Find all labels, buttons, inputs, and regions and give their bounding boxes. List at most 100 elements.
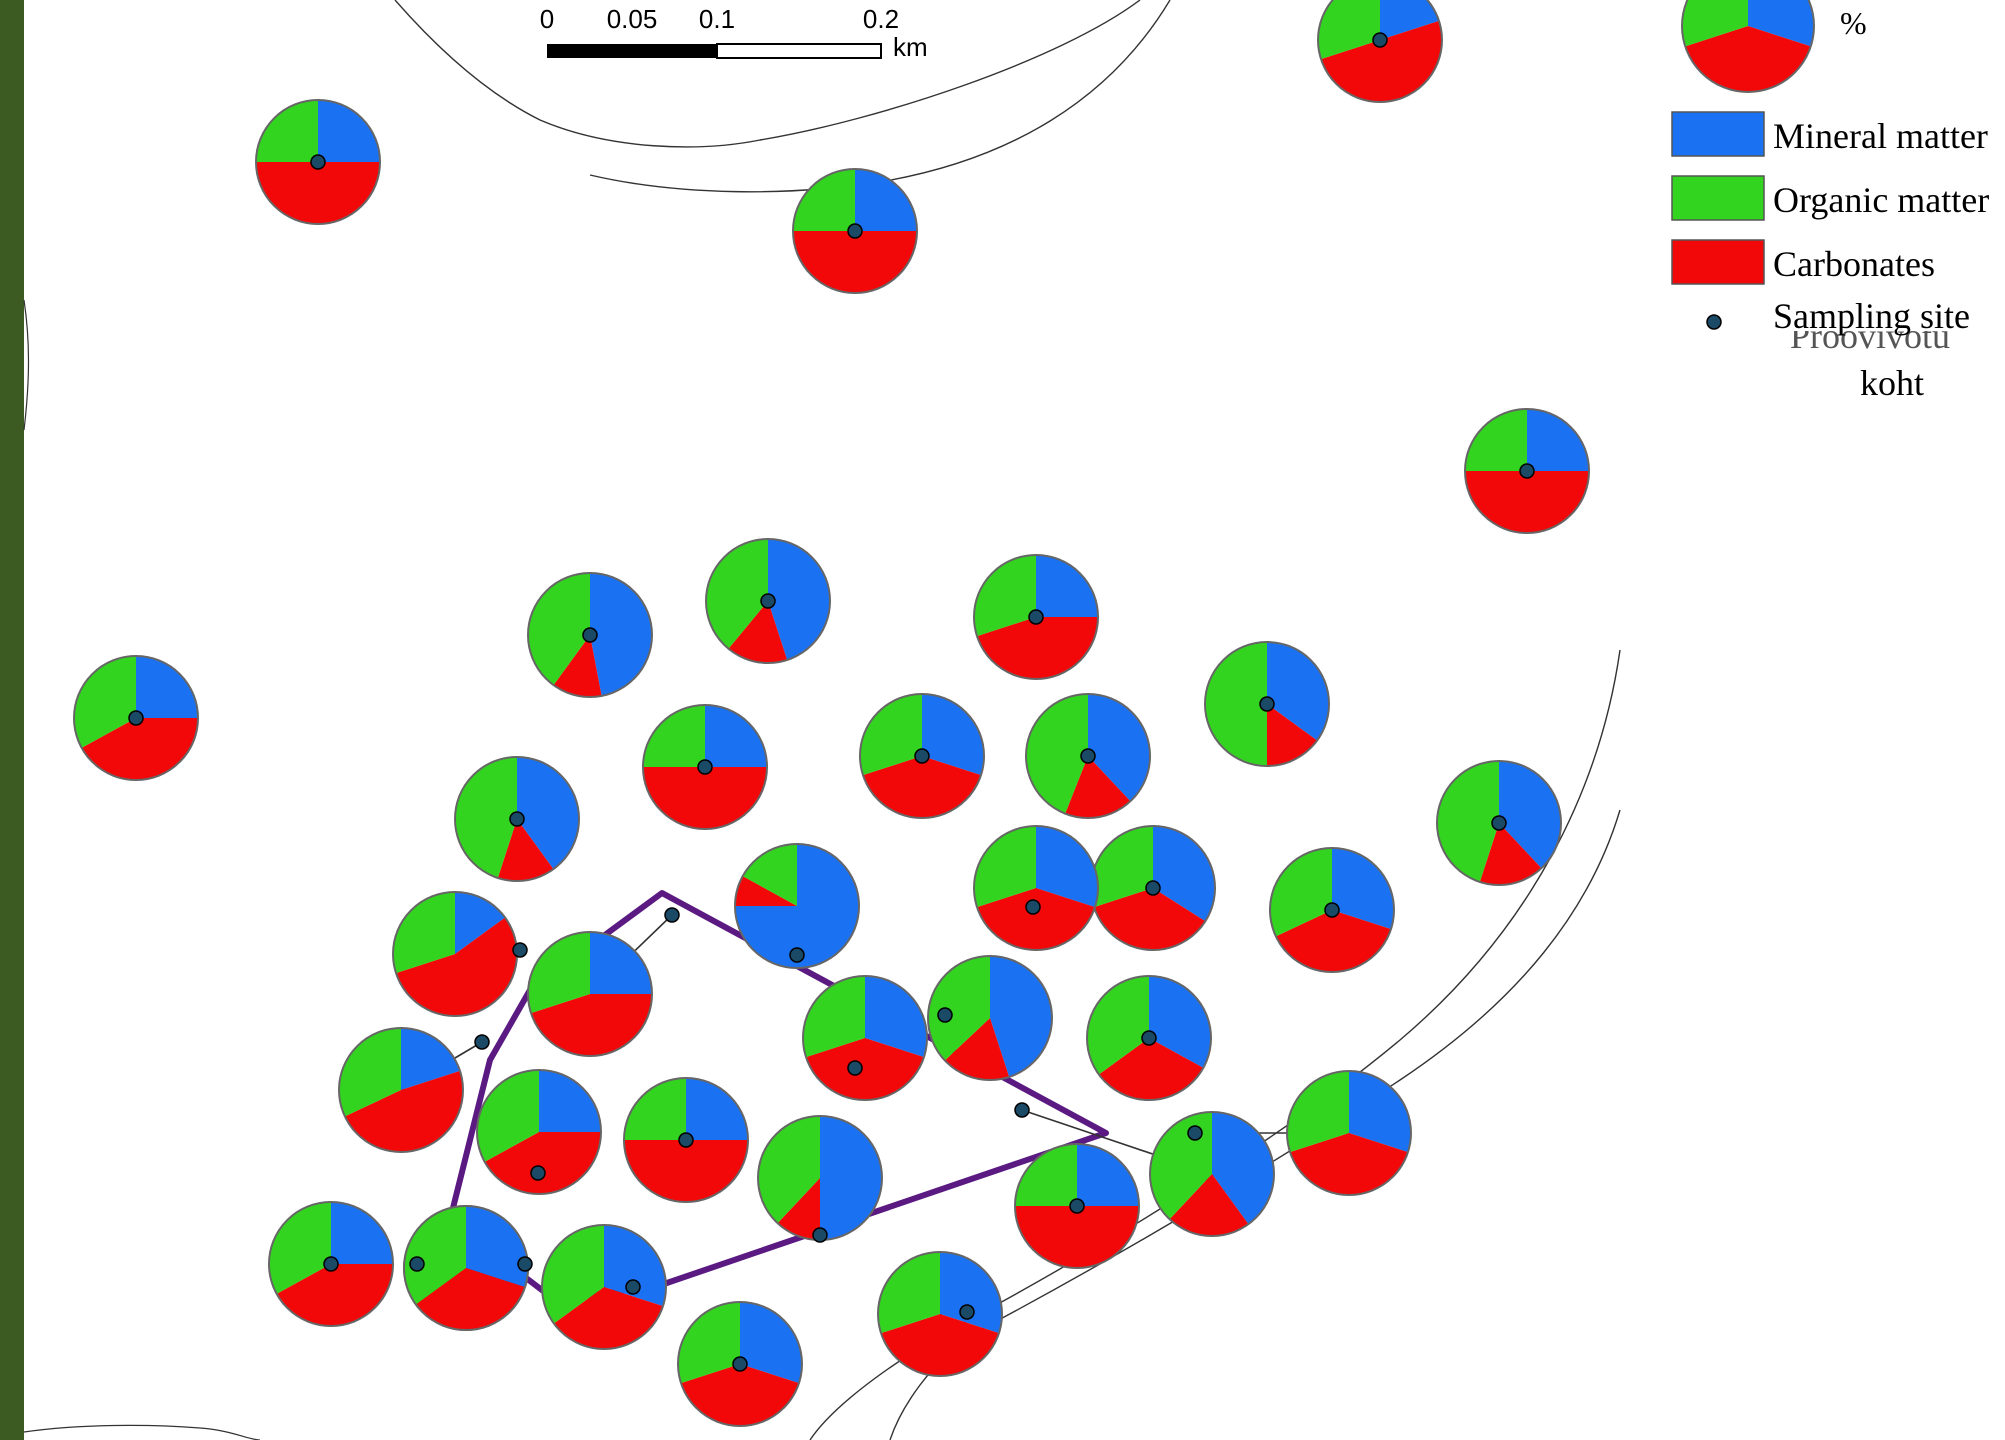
pie-marker-6-outline [527,572,653,698]
pie-marker-17-outline [1269,847,1395,973]
pie-marker-2-slice-carbonates [256,162,380,224]
legend-swatch-mineral [1671,111,1765,157]
sampling-site-31 [323,1256,339,1272]
pie-marker-6 [527,572,653,698]
pie-marker-4-slice-mineral [1527,409,1589,471]
pie-marker-5 [73,655,199,781]
pie-marker-25 [476,1069,602,1195]
pie-marker-14 [1436,760,1562,886]
pie-marker-24-slice-carbonates [344,1070,464,1152]
legend-pie-slice-carbonates [1685,26,1811,93]
sampling-site-36 [517,1256,533,1272]
sampling-site-11 [914,748,930,764]
pie-marker-13-slice-carbonates [497,819,554,881]
pie-marker-25-slice-carbonates [484,1132,601,1195]
pie-marker-4-slice-carbonates [1465,471,1589,533]
pie-marker-31-slice-carbonates [276,1264,393,1326]
pie-marker-34-slice-mineral [940,1252,1002,1334]
legend-label-organic: Organic matter [1773,180,1989,220]
pie-marker-35-slice-carbonates [681,1364,799,1427]
contour-line-bottom-left [23,1424,261,1440]
pie-markers [73,0,1590,1427]
pie-marker-36-slice-mineral [466,1206,528,1288]
pie-marker-25-slice-mineral [539,1070,601,1132]
legend-site-marker [1706,314,1722,330]
legend-pie-slice-mineral [1748,0,1814,47]
pie-marker-5-slice-mineral [136,656,198,718]
sampling-site-23 [847,1060,863,1076]
scale-unit: km [893,32,928,62]
pie-marker-12 [1025,693,1151,819]
pie-marker-5-outline [73,655,199,781]
pie-marker-33-outline [541,1224,667,1350]
sampling-site-15 [789,947,805,963]
legend-unit: % [1840,5,1867,41]
pie-marker-20-outline [527,931,653,1057]
sampling-site-13 [509,811,525,827]
legend: % Mineral matter Organic matter Carbonat… [1671,0,2000,403]
pie-marker-23-slice-mineral [865,975,928,1058]
pie-marker-34-outline [877,1251,1003,1377]
pie-marker-16-slice-mineral [1153,826,1215,922]
pie-marker-16 [1090,825,1216,951]
pie-marker-24-outline [338,1027,464,1153]
pie-marker-20 [527,931,653,1057]
sampling-site-17 [1324,902,1340,918]
pie-marker-17 [1269,847,1395,973]
legend-site-label-mask [1768,295,2000,331]
pie-marker-24 [338,1027,464,1153]
legend-label-carbonates: Carbonates [1773,244,1935,284]
pie-marker-36-slice-carbonates [415,1268,525,1330]
pie-marker-9-slice-mineral [1267,642,1330,741]
pie-marker-31-slice-organic [268,1202,331,1294]
pie-marker-13 [454,756,580,882]
pie-marker-1-outline [1317,0,1443,103]
pie-marker-21 [1086,975,1212,1101]
pie-marker-33-slice-carbonates [553,1287,663,1349]
contour-line-left-edge [23,299,30,431]
pie-marker-21-slice-carbonates [1098,1038,1204,1100]
legend-pie-sample [1681,0,1815,93]
sampling-site-30 [1069,1198,1085,1214]
pie-marker-29 [1149,1111,1275,1237]
legend-label-site-local: koht [1860,363,1924,403]
pie-marker-10-outline [642,704,768,830]
pie-marker-20-slice-organic [528,932,590,1014]
pie-marker-2-slice-mineral [318,100,380,162]
pie-marker-22-outline [927,955,1053,1081]
pie-marker-13-slice-organic [455,757,517,878]
pie-marker-15-outline [734,843,860,969]
pie-marker-10-slice-mineral [705,705,767,767]
pie-marker-3-slice-carbonates [793,231,917,293]
scale-bar-black [547,44,717,58]
pie-marker-28 [1286,1070,1412,1196]
sampling-site-12 [1080,748,1096,764]
pie-marker-27-slice-organic [758,1116,820,1224]
pie-marker-27-slice-mineral [820,1116,882,1240]
pie-marker-21-outline [1086,975,1212,1101]
pie-marker-12-slice-organic [1026,694,1088,814]
pie-marker-23-slice-organic [802,976,865,1058]
pie-marker-5-slice-carbonates [81,718,198,780]
pie-marker-9-slice-carbonates [1267,704,1318,766]
pie-marker-19-slice-carbonates [396,917,517,1016]
pie-marker-2 [255,99,381,225]
pie-marker-31-slice-mineral [331,1202,393,1264]
pie-marker-35-slice-organic [677,1302,740,1384]
pie-marker-33-slice-mineral [604,1225,666,1307]
pie-marker-14-slice-mineral [1499,760,1561,869]
scale-tick-1: 0.05 [607,4,658,34]
pie-marker-21-slice-mineral [1149,976,1211,1068]
pie-marker-10-slice-carbonates [643,767,767,829]
sampling-site-3 [847,223,863,239]
sampling-site-26 [678,1132,694,1148]
pie-marker-14-outline [1436,760,1562,886]
pie-marker-3-slice-mineral [855,169,917,231]
pie-marker-35-outline [677,1301,803,1427]
pie-marker-13-slice-mineral [517,757,579,870]
pie-marker-30 [1014,1143,1140,1269]
pie-marker-29-slice-mineral [1212,1112,1274,1225]
sampling-site-19 [512,942,528,958]
